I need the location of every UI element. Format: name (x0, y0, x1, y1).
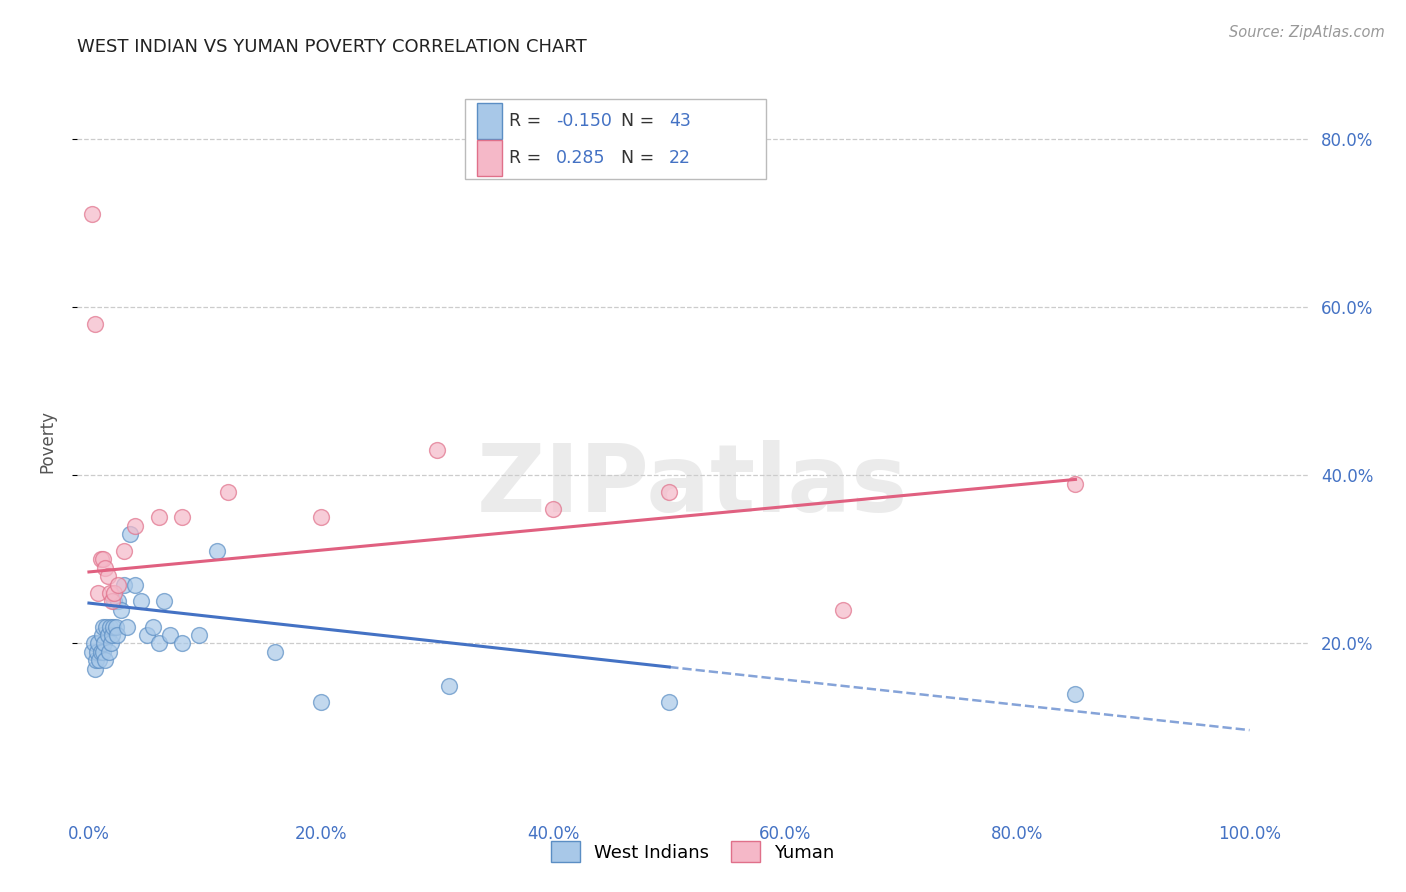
Point (159, 628, 181, 642)
Point (83, 662, 105, 676)
FancyBboxPatch shape (477, 103, 502, 139)
Text: Source: ZipAtlas.com: Source: ZipAtlas.com (1229, 25, 1385, 40)
Point (541, 501, 564, 516)
Text: 22: 22 (669, 149, 692, 167)
Point (96, 628, 118, 642)
Point (89, 653, 111, 667)
Point (103, 619, 125, 633)
Point (101, 628, 124, 642)
Point (82, 207, 104, 221)
Point (153, 594, 176, 608)
Point (148, 636, 170, 650)
Point (96, 569, 118, 583)
Point (91, 552, 114, 566)
Point (103, 586, 125, 600)
Point (91, 619, 114, 633)
Point (217, 485, 239, 500)
Text: R =: R = (509, 149, 553, 167)
Point (107, 594, 129, 608)
FancyBboxPatch shape (477, 140, 502, 176)
Point (101, 594, 124, 608)
Point (90, 645, 112, 659)
Text: N =: N = (610, 112, 659, 130)
Point (90, 552, 112, 566)
Point (84, 653, 107, 667)
Text: ZIPatlas: ZIPatlas (477, 440, 908, 532)
Point (96, 619, 118, 633)
Point (309, 695, 332, 709)
Point (104, 619, 127, 633)
Text: R =: R = (509, 112, 547, 130)
Point (124, 518, 146, 533)
Point (148, 510, 170, 524)
Point (437, 679, 460, 693)
Point (105, 628, 128, 642)
Point (87, 636, 110, 650)
Point (83, 636, 105, 650)
Point (170, 636, 193, 650)
Point (115, 619, 138, 633)
Point (91, 645, 114, 659)
Point (205, 544, 228, 558)
Point (309, 510, 332, 524)
Point (103, 594, 125, 608)
Point (98, 619, 121, 633)
FancyBboxPatch shape (465, 99, 766, 178)
Text: 0.285: 0.285 (555, 149, 606, 167)
Point (93, 636, 115, 650)
Point (426, 442, 449, 457)
Point (112, 544, 135, 558)
Point (170, 510, 193, 524)
Point (188, 628, 211, 642)
Point (86, 645, 108, 659)
Point (98, 586, 121, 600)
Point (658, 485, 681, 500)
Point (97, 645, 120, 659)
Legend: West Indians, Yuman: West Indians, Yuman (544, 834, 841, 870)
Point (94, 560, 117, 574)
Point (87, 586, 110, 600)
Point (129, 594, 152, 608)
Point (94, 653, 117, 667)
Point (124, 577, 146, 591)
Point (110, 603, 132, 617)
Point (112, 577, 135, 591)
Point (100, 636, 122, 650)
Text: -0.150: -0.150 (555, 112, 612, 130)
Point (1064, 476, 1087, 491)
Point (107, 577, 129, 591)
Point (82, 645, 104, 659)
Point (142, 619, 165, 633)
Text: N =: N = (610, 149, 659, 167)
Point (832, 603, 855, 617)
Y-axis label: Poverty: Poverty (38, 410, 56, 473)
Point (90, 628, 112, 642)
Point (1064, 687, 1087, 701)
Point (263, 645, 285, 659)
Point (136, 628, 159, 642)
Point (83, 317, 105, 331)
Text: 43: 43 (669, 112, 690, 130)
Point (658, 695, 681, 709)
Point (118, 527, 141, 541)
Text: WEST INDIAN VS YUMAN POVERTY CORRELATION CHART: WEST INDIAN VS YUMAN POVERTY CORRELATION… (77, 38, 588, 56)
